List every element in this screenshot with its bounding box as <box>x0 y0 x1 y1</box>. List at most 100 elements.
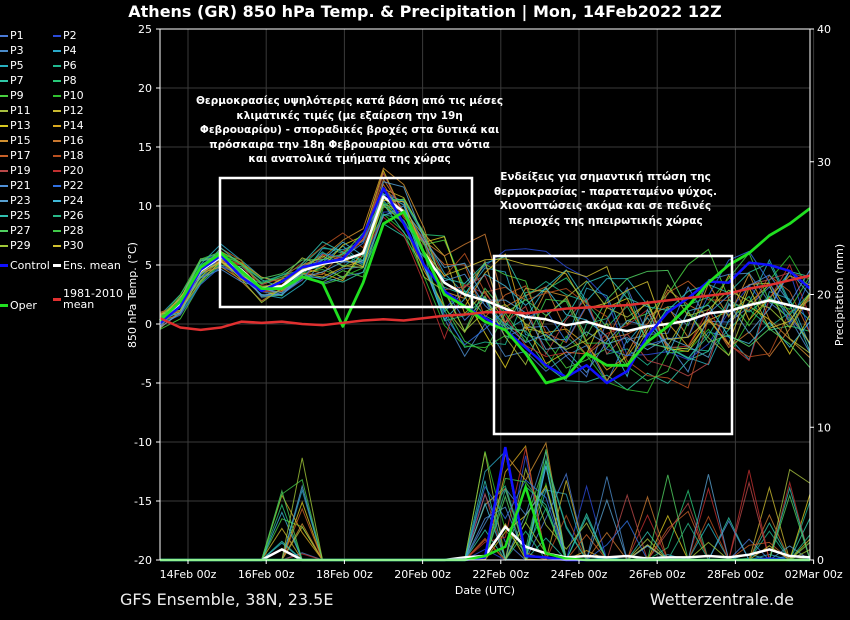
annotation-line: Χιονοπτώσεις ακόμα και σε πεδινές <box>499 200 712 212</box>
legend-item-p12: P12 <box>53 105 84 116</box>
annotation-line: περιοχές της ηπειρωτικής χώρας <box>508 214 703 227</box>
legend-item-p24: P24 <box>53 195 84 206</box>
legend-item-p26: P26 <box>53 210 84 221</box>
legend-item-p16: P16 <box>53 135 84 146</box>
legend-label: P6 <box>63 59 77 72</box>
legend-item-p5: P5 <box>0 60 24 71</box>
legend-item-p10: P10 <box>53 90 84 101</box>
legend-item-p14: P14 <box>53 120 84 131</box>
legend-swatch <box>53 229 61 232</box>
legend-item-p22: P22 <box>53 180 84 191</box>
legend-swatch <box>0 34 8 37</box>
precip-member-p19 <box>160 480 810 562</box>
x-tick-label: 20Feb 00z <box>394 568 451 581</box>
y2-tick-label: 0 <box>817 554 824 567</box>
legend-swatch <box>0 94 8 97</box>
y2-tick-label: 40 <box>817 23 831 36</box>
legend-item-1981-2010-mean: 1981-2010 mean <box>53 288 123 310</box>
x-tick-label: 24Feb 00z <box>551 568 608 581</box>
legend-item-p4: P4 <box>53 45 77 56</box>
y-axis-label: 850 hPa Temp. (°C) <box>126 242 139 348</box>
annotation-line: θερμοκρασίας - παρατεταμένο ψύχος. <box>494 185 718 198</box>
y-tick-label: -10 <box>134 436 152 449</box>
legend-item-p29: P29 <box>0 240 31 251</box>
legend-item-p19: P19 <box>0 165 31 176</box>
annotation-line: πρόσκαιρα την 18η Φεβρουαρίου και στα νό… <box>209 138 490 151</box>
legend-item-p15: P15 <box>0 135 31 146</box>
legend-label: P10 <box>63 89 84 102</box>
series-line-1981-2010-mean <box>159 274 811 332</box>
legend-item-p9: P9 <box>0 90 24 101</box>
legend-swatch <box>0 154 8 157</box>
x-tick-label: 18Feb 00z <box>316 568 373 581</box>
legend-swatch <box>53 139 61 142</box>
source-credit: Wetterzentrale.de <box>649 590 794 609</box>
legend-swatch <box>0 169 8 172</box>
series-line-oper <box>159 207 811 385</box>
legend-swatch <box>53 169 61 172</box>
legend-swatch <box>0 229 8 232</box>
legend-label: P20 <box>63 164 84 177</box>
legend-swatch <box>0 244 8 247</box>
y-tick-label: 10 <box>138 200 152 213</box>
legend-item-p3: P3 <box>0 45 24 56</box>
legend-item-p27: P27 <box>0 225 31 236</box>
annotation-line: Θερμοκρασίες υψηλότερες κατά βάση από τι… <box>196 95 504 107</box>
annotation-line: κλιματικές τιμές (με εξαίρεση την 19η <box>236 109 463 122</box>
legend-label: P13 <box>10 119 31 132</box>
legend-swatch <box>0 304 8 307</box>
legend-item-oper: Oper <box>0 300 37 311</box>
legend-item-p13: P13 <box>0 120 31 131</box>
legend-label: 1981-2010 mean <box>63 287 123 311</box>
legend-swatch <box>53 184 61 187</box>
x-tick-label: 16Feb 00z <box>238 568 295 581</box>
legend-swatch <box>0 109 8 112</box>
x-tick-label: 28Feb 00z <box>707 568 764 581</box>
legend-swatch <box>53 79 61 82</box>
legend-label: P11 <box>10 104 31 117</box>
legend-swatch <box>53 244 61 247</box>
legend-label: P9 <box>10 89 24 102</box>
legend-item-p1: P1 <box>0 30 24 41</box>
legend-swatch <box>0 184 8 187</box>
legend-label: P22 <box>63 179 84 192</box>
ensemble-line-p10 <box>159 213 811 394</box>
legend-label: P21 <box>10 179 31 192</box>
legend-item-p7: P7 <box>0 75 24 86</box>
legend-label: P24 <box>63 194 84 207</box>
y-tick-label: 25 <box>138 23 152 36</box>
legend-swatch <box>0 214 8 217</box>
legend-label: P23 <box>10 194 31 207</box>
legend-label: P5 <box>10 59 24 72</box>
legend-item-ens-mean: Ens. mean <box>53 260 121 271</box>
legend-item-p21: P21 <box>0 180 31 191</box>
legend-swatch <box>0 49 8 52</box>
y-tick-label: -5 <box>141 377 152 390</box>
legend-label: P12 <box>63 104 84 117</box>
legend-label: P30 <box>63 239 84 252</box>
legend-item-p30: P30 <box>53 240 84 251</box>
y2-tick-label: 20 <box>817 289 831 302</box>
legend-item-p18: P18 <box>53 150 84 161</box>
legend-label: P18 <box>63 149 84 162</box>
highlight-box-cold <box>492 254 734 436</box>
legend-label: P1 <box>10 29 24 42</box>
legend-item-control: Control <box>0 260 50 271</box>
legend-label: P27 <box>10 224 31 237</box>
legend-label: P3 <box>10 44 24 57</box>
x-tick-label: 14Feb 00z <box>160 568 217 581</box>
legend-swatch <box>53 94 61 97</box>
legend-item-p20: P20 <box>53 165 84 176</box>
legend-label: P16 <box>63 134 84 147</box>
ensemble-line-p20 <box>159 216 811 362</box>
legend-label: P7 <box>10 74 24 87</box>
y-tick-label: 5 <box>145 259 152 272</box>
legend-swatch <box>53 64 61 67</box>
ensemble-line-p16 <box>159 178 811 358</box>
annotation-line: Ενδείξεις για σημαντική πτώση της <box>500 171 711 183</box>
legend-label: P8 <box>63 74 77 87</box>
legend-swatch <box>0 264 8 267</box>
legend-label: Ens. mean <box>63 259 121 272</box>
y2-axis-label: Precipitation (mm) <box>833 244 846 346</box>
